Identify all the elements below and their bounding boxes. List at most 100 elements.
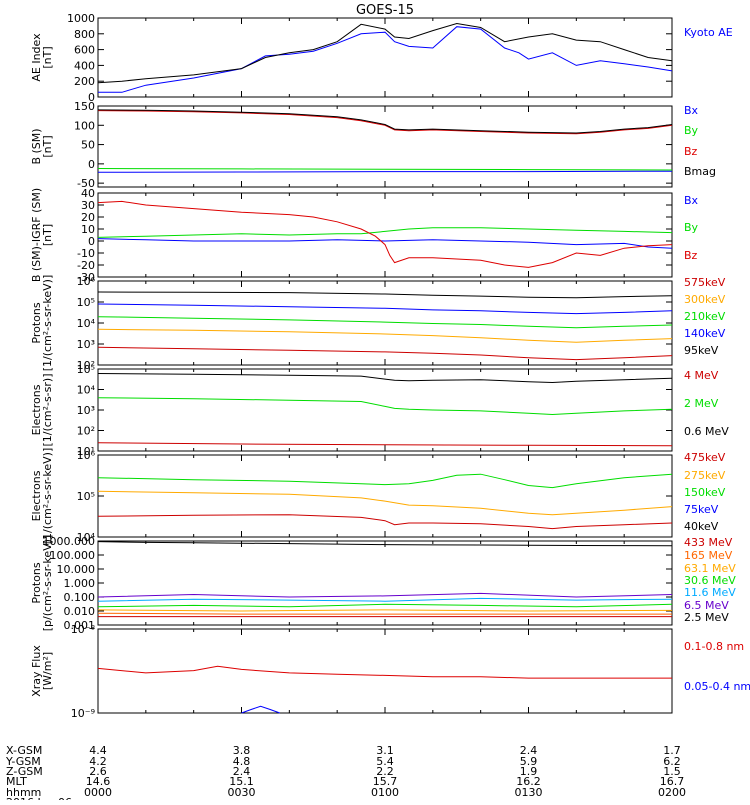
ephemeris-value-1-2: 2.4 bbox=[233, 765, 251, 778]
legend-bsm-2: Bz bbox=[684, 145, 698, 158]
ephemeris-value-2-4: 0100 bbox=[371, 786, 399, 799]
legend-protons-0: 575keV bbox=[684, 276, 726, 289]
series-line-bsm-1 bbox=[97, 168, 673, 171]
legend-bsm-1: By bbox=[684, 124, 699, 137]
ephemeris-value-4-4: 0200 bbox=[658, 786, 686, 799]
ytick-label-protons-0: 10⁶ bbox=[77, 275, 96, 288]
ylabel-electrons_mev: Electrons[1/(cm²-s-sr)] bbox=[30, 374, 54, 447]
series-line-hi_protons-6 bbox=[97, 541, 673, 547]
legend-igrf-1: By bbox=[684, 221, 699, 234]
series-line-xray-0 bbox=[97, 665, 672, 679]
ytick-label-electrons_mev-1: 10⁴ bbox=[77, 384, 96, 397]
series-line-xray-1 bbox=[241, 705, 280, 714]
legend-hi_protons-4: 11.6 MeV bbox=[684, 586, 736, 599]
series-line-electrons_mev-0 bbox=[97, 442, 673, 447]
ytick-label-protons-3: 10³ bbox=[77, 338, 95, 351]
ytick-label-xray-0: 10⁻⁸ bbox=[71, 623, 96, 636]
legend-protons-3: 140keV bbox=[684, 327, 726, 340]
ytick-label-igrf-2: 20 bbox=[81, 211, 95, 224]
ytick-label-ae-2: 600 bbox=[74, 44, 95, 57]
series-line-hi_protons-2 bbox=[97, 609, 673, 612]
ylabel-line-bsm-0: B (SM) bbox=[30, 128, 43, 164]
ytick-label-hi_protons-0: 1000.000 bbox=[43, 535, 96, 548]
series-line-electrons_mev-2 bbox=[97, 373, 673, 384]
legend-bsm-3: Bmag bbox=[684, 165, 716, 178]
ephemeris-value-2-1: 5.4 bbox=[376, 755, 394, 768]
ytick-label-ae-3: 400 bbox=[74, 59, 95, 72]
panel-frame-hi_protons bbox=[97, 540, 673, 626]
series-line-bsm-0 bbox=[97, 170, 673, 173]
legend-electrons_kev-1: 275keV bbox=[684, 469, 726, 482]
legend-bsm-0: Bx bbox=[684, 104, 699, 117]
ytick-label-igrf-6: -20 bbox=[77, 259, 95, 272]
ephemeris-value-3-2: 1.9 bbox=[520, 765, 538, 778]
ephemeris-label-2: Z-GSM bbox=[6, 765, 43, 778]
series-line-protons-4 bbox=[97, 291, 673, 299]
ylabel-line-electrons_kev-0: Electrons bbox=[30, 470, 43, 521]
ephemeris-value-1-0: 3.8 bbox=[233, 744, 251, 757]
ytick-label-bsm-1: 100 bbox=[74, 119, 95, 132]
legend-xray-0: 0.1-0.8 nm bbox=[684, 640, 744, 653]
ytick-label-electrons_mev-3: 10² bbox=[77, 425, 95, 438]
series-line-hi_protons-5 bbox=[97, 592, 673, 598]
ylabel-line-igrf-0: B (SM)-IGRF (SM) bbox=[30, 188, 43, 282]
ytick-label-hi_protons-2: 10.000 bbox=[57, 563, 96, 576]
ephemeris-value-3-1: 5.9 bbox=[520, 755, 538, 768]
ephemeris-value-0-3: 14.6 bbox=[86, 775, 111, 788]
ytick-label-igrf-4: 0 bbox=[88, 235, 95, 248]
series-line-electrons_mev-1 bbox=[97, 397, 673, 416]
legend-hi_protons-3: 30.6 MeV bbox=[684, 574, 736, 587]
series-line-igrf-1 bbox=[97, 227, 673, 238]
series-line-bsm-3 bbox=[97, 109, 673, 134]
ytick-label-electrons_mev-4: 10¹ bbox=[77, 445, 95, 458]
legend-igrf-2: Bz bbox=[684, 249, 698, 262]
legend-hi_protons-1: 165 MeV bbox=[684, 549, 733, 562]
ephemeris-value-3-3: 16.2 bbox=[516, 775, 541, 788]
ylabel-line-ae-0: AE Index bbox=[30, 33, 43, 82]
legend-hi_protons-0: 433 MeV bbox=[684, 536, 733, 549]
ylabel-bsm: B (SM)[nT] bbox=[30, 128, 54, 164]
ytick-label-hi_protons-5: 0.010 bbox=[64, 605, 96, 618]
ylabel-line-bsm-1: [nT] bbox=[41, 135, 54, 157]
chart-title: GOES-15 bbox=[356, 3, 414, 18]
ytick-label-protons-1: 10⁵ bbox=[77, 296, 95, 309]
ytick-label-protons-4: 10² bbox=[77, 359, 95, 372]
ytick-label-igrf-3: 10 bbox=[81, 223, 95, 236]
series-line-electrons_kev-0 bbox=[97, 514, 673, 530]
ytick-label-hi_protons-6: 0.001 bbox=[64, 619, 96, 632]
ytick-label-ae-1: 800 bbox=[74, 28, 95, 41]
series-line-protons-3 bbox=[97, 303, 673, 315]
ytick-label-ae-0: 1000 bbox=[67, 12, 95, 25]
legend-hi_protons-2: 63.1 MeV bbox=[684, 562, 736, 575]
ephemeris-label-4: hhmm bbox=[6, 786, 41, 799]
legend-hi_protons-5: 6.5 MeV bbox=[684, 599, 729, 612]
panel-frame-ae bbox=[97, 17, 673, 98]
series-line-ae-0 bbox=[98, 26, 673, 93]
ephemeris-value-2-0: 3.1 bbox=[376, 744, 394, 757]
ylabel-line-hi_protons-1: [p/(cm²-s-sr-keV)] bbox=[41, 535, 54, 632]
ephemeris-value-4-3: 16.7 bbox=[660, 775, 685, 788]
series-line-hi_protons-3 bbox=[97, 603, 673, 608]
ylabel-protons: Protons[1/(cm²-s-sr-keV)] bbox=[30, 275, 54, 372]
series-line-igrf-2 bbox=[97, 200, 673, 268]
series-line-electrons_kev-2 bbox=[97, 473, 673, 489]
legend-electrons_mev-1: 2 MeV bbox=[684, 397, 719, 410]
panel-frame-electrons_kev bbox=[97, 454, 673, 538]
ytick-label-protons-2: 10⁴ bbox=[77, 317, 96, 330]
legend-electrons_kev-0: 475keV bbox=[684, 451, 726, 464]
series-line-bsm-2 bbox=[97, 110, 673, 135]
ephemeris-value-0-2: 2.6 bbox=[89, 765, 107, 778]
ytick-label-bsm-2: 50 bbox=[81, 139, 95, 152]
ytick-label-electrons_kev-1: 10⁵ bbox=[77, 490, 95, 503]
ylabel-electrons_kev: Electrons[1/(cm²-s-sr-keV)] bbox=[30, 448, 54, 545]
legend-protons-2: 210keV bbox=[684, 310, 726, 323]
ylabel-line-electrons_mev-0: Electrons bbox=[30, 384, 43, 435]
series-line-ae-1 bbox=[97, 22, 673, 84]
legend-electrons_kev-3: 75keV bbox=[684, 503, 719, 516]
ytick-label-electrons_mev-0: 10⁵ bbox=[77, 363, 95, 376]
ephemeris-value-2-3: 15.7 bbox=[373, 775, 398, 788]
ephemeris-label-0: X-GSM bbox=[6, 744, 42, 757]
ephemeris-value-4-1: 6.2 bbox=[663, 755, 681, 768]
